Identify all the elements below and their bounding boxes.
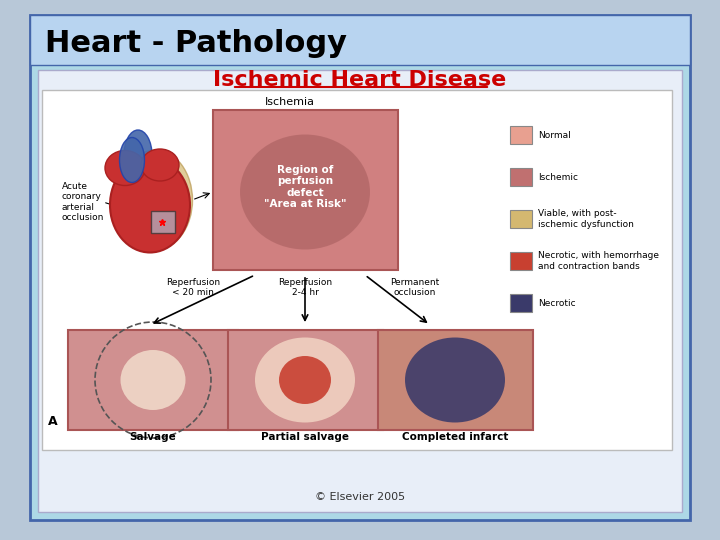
- Text: Necrotic, with hemorrhage
and contraction bands: Necrotic, with hemorrhage and contractio…: [538, 251, 659, 271]
- FancyBboxPatch shape: [213, 110, 398, 270]
- Text: Reperfusion
< 20 min: Reperfusion < 20 min: [166, 278, 220, 298]
- Text: Salvage: Salvage: [130, 432, 176, 442]
- Ellipse shape: [120, 350, 186, 410]
- Ellipse shape: [279, 356, 331, 404]
- Ellipse shape: [117, 150, 192, 250]
- Text: © Elsevier 2005: © Elsevier 2005: [315, 492, 405, 502]
- Ellipse shape: [141, 149, 179, 181]
- FancyBboxPatch shape: [42, 90, 672, 450]
- Text: Region of
perfusion
defect
"Area at Risk": Region of perfusion defect "Area at Risk…: [264, 165, 346, 210]
- Ellipse shape: [120, 138, 145, 183]
- Text: Necrotic: Necrotic: [538, 299, 575, 307]
- Text: Partial salvage: Partial salvage: [261, 432, 349, 442]
- Ellipse shape: [405, 338, 505, 422]
- FancyBboxPatch shape: [38, 70, 682, 512]
- FancyBboxPatch shape: [30, 15, 690, 65]
- Text: Ischemia: Ischemia: [265, 97, 315, 107]
- FancyBboxPatch shape: [510, 168, 532, 186]
- Text: A: A: [48, 415, 58, 428]
- Text: Acute
coronary
arterial
occlusion: Acute coronary arterial occlusion: [62, 182, 104, 222]
- FancyBboxPatch shape: [510, 252, 532, 270]
- Text: Normal: Normal: [538, 131, 571, 139]
- FancyBboxPatch shape: [228, 330, 383, 430]
- Ellipse shape: [240, 134, 370, 249]
- Ellipse shape: [105, 151, 145, 186]
- FancyBboxPatch shape: [30, 15, 690, 520]
- FancyBboxPatch shape: [510, 126, 532, 144]
- Text: Reperfusion
2-4 hr: Reperfusion 2-4 hr: [278, 278, 332, 298]
- Ellipse shape: [110, 158, 190, 253]
- FancyBboxPatch shape: [68, 330, 238, 430]
- Text: Permanent
occlusion: Permanent occlusion: [390, 278, 440, 298]
- FancyBboxPatch shape: [510, 210, 532, 228]
- FancyBboxPatch shape: [510, 294, 532, 312]
- FancyBboxPatch shape: [151, 211, 175, 233]
- Text: Viable, with post-
ischemic dysfunction: Viable, with post- ischemic dysfunction: [538, 210, 634, 229]
- Text: Ischemic: Ischemic: [538, 172, 578, 181]
- Ellipse shape: [124, 130, 152, 180]
- Text: Heart - Pathology: Heart - Pathology: [45, 29, 347, 57]
- Ellipse shape: [255, 338, 355, 422]
- FancyBboxPatch shape: [378, 330, 533, 430]
- Text: Ischemic Heart Disease: Ischemic Heart Disease: [213, 70, 507, 90]
- Text: Completed infarct: Completed infarct: [402, 432, 508, 442]
